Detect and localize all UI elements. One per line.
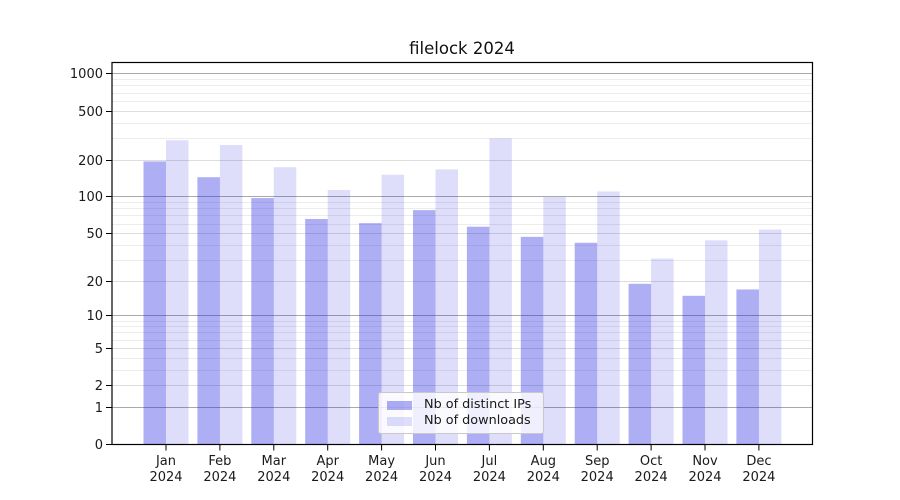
bar-distinct-ips-mar	[251, 198, 274, 445]
x-tick-label-month: Oct	[640, 454, 662, 469]
x-tick-label-year: 2024	[311, 470, 344, 485]
bar-downloads-nov	[705, 240, 728, 445]
bar-distinct-ips-jan	[143, 161, 166, 445]
y-tick-label: 5	[95, 342, 103, 357]
x-tick-label-month: Nov	[692, 454, 718, 469]
bar-distinct-ips-may	[359, 223, 382, 445]
legend-swatch-downloads	[387, 416, 412, 426]
bar-distinct-ips-nov	[682, 295, 705, 445]
y-tick-label: 500	[78, 105, 103, 120]
x-tick-label-month: Jun	[424, 454, 445, 469]
x-tick-label-year: 2024	[365, 470, 398, 485]
bar-downloads-aug	[543, 196, 566, 445]
x-tick-label-month: Feb	[208, 454, 231, 469]
bar-downloads-feb	[219, 145, 243, 445]
x-tick-label-month: Jan	[155, 454, 176, 469]
x-tick-label-month: Dec	[746, 454, 771, 469]
bar-distinct-ips-jun	[413, 210, 436, 445]
bar-downloads-jul	[489, 138, 512, 445]
bar-distinct-ips-feb	[197, 177, 220, 445]
x-tick-label-month: Apr	[316, 454, 339, 469]
bar-downloads-mar	[273, 167, 297, 445]
x-tick-label-month: Mar	[262, 454, 287, 469]
bar-distinct-ips-jul	[466, 226, 490, 445]
bar-downloads-may	[381, 174, 405, 445]
y-tick-label: 10	[86, 309, 103, 324]
legend-label-downloads: Nb of downloads	[424, 413, 531, 428]
y-tick-label: 2	[95, 379, 103, 394]
bar-distinct-ips-sep	[574, 242, 598, 445]
x-tick-label-month: Jul	[481, 454, 498, 469]
x-tick-label-year: 2024	[581, 470, 614, 485]
x-tick-label-year: 2024	[635, 470, 668, 485]
y-tick-label: 100	[78, 190, 103, 205]
legend-item-distinct-ips: Nb of distinct IPs	[387, 397, 535, 413]
plot-frame	[111, 61, 814, 446]
bar-downloads-dec	[758, 229, 782, 445]
bar-downloads-jan	[166, 140, 189, 445]
y-tick-label: 50	[86, 227, 103, 242]
bar-downloads-jun	[435, 169, 458, 445]
legend-item-downloads: Nb of downloads	[387, 413, 535, 429]
x-tick-label-month: Sep	[585, 454, 610, 469]
bar-distinct-ips-apr	[305, 218, 328, 445]
y-tick-label: 0	[95, 438, 103, 453]
x-tick-label-year: 2024	[419, 470, 452, 485]
y-tick-label: 1000	[70, 67, 103, 82]
bar-distinct-ips-oct	[628, 283, 652, 445]
x-tick-label-year: 2024	[149, 470, 182, 485]
x-tick-label-year: 2024	[688, 470, 721, 485]
x-tick-label-year: 2024	[527, 470, 560, 485]
x-tick-label-year: 2024	[473, 470, 506, 485]
bar-downloads-apr	[327, 190, 351, 445]
legend: Nb of distinct IPs Nb of downloads	[378, 392, 544, 434]
legend-swatch-distinct-ips	[387, 400, 412, 410]
x-tick-label-month: Aug	[531, 454, 556, 469]
y-tick-label: 200	[78, 154, 103, 169]
x-tick-label-month: May	[368, 454, 395, 469]
chart-title: filelock 2024	[409, 39, 515, 58]
y-tick-label: 20	[86, 275, 103, 290]
bar-downloads-oct	[651, 258, 674, 445]
x-tick-label-year: 2024	[257, 470, 290, 485]
bar-downloads-sep	[597, 191, 620, 445]
x-tick-label-year: 2024	[742, 470, 775, 485]
x-tick-label-year: 2024	[203, 470, 236, 485]
legend-label-distinct-ips: Nb of distinct IPs	[424, 397, 532, 412]
y-tick-label: 1	[95, 401, 103, 416]
bar-distinct-ips-dec	[736, 289, 759, 445]
